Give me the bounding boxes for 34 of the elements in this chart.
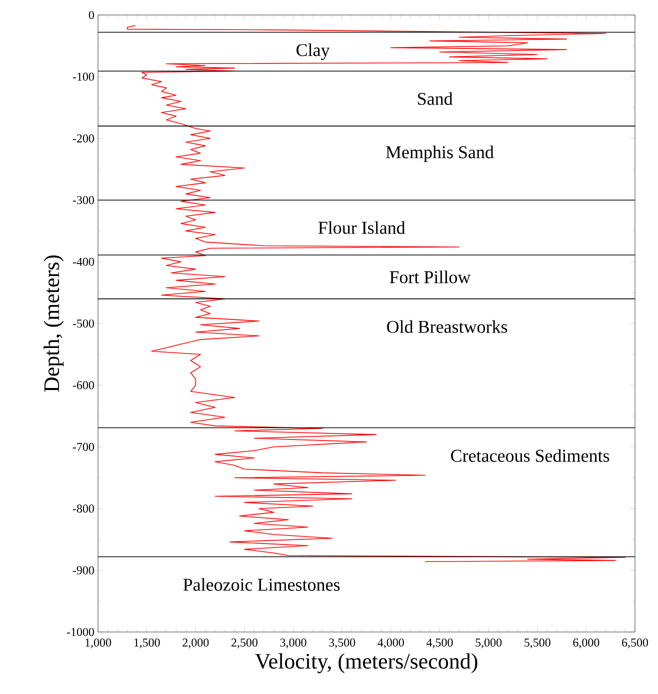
x-tick-label: 3,000: [280, 638, 306, 648]
x-tick-label: 4,500: [426, 638, 453, 648]
x-tick-label: 2,500: [231, 638, 258, 648]
y-tick-label: -900: [72, 566, 94, 574]
ref-line-label: Flour Island: [318, 221, 406, 234]
y-tick-label: -500: [72, 319, 94, 328]
ref-line-label: Cretaceous Sediments: [451, 449, 610, 462]
x-tick-label: 5,500: [524, 638, 550, 648]
x-tick-label: 4,000: [378, 638, 404, 648]
x-tick-label: 3,500: [329, 638, 356, 648]
y-tick-label: -400: [72, 258, 94, 266]
x-tick-label: 6,000: [573, 638, 600, 648]
ref-line-label: Fort Pillow: [390, 270, 471, 284]
ref-line-label: Old Breastworks: [387, 320, 508, 333]
y-tick-label: -300: [72, 196, 94, 204]
x-tick-label: 2,000: [182, 638, 209, 648]
y-tick-label: -600: [72, 381, 94, 390]
y-tick-label: -100: [72, 72, 94, 81]
x-tick-label: 1,500: [134, 638, 160, 648]
line-series: [126, 25, 626, 562]
x-tick-label: 5,000: [476, 638, 502, 648]
y-tick-label: 0: [88, 10, 94, 20]
ref-line-label: Memphis Sand: [386, 146, 494, 162]
x-axis-title: Velocity, (meters/second): [255, 653, 478, 674]
y-tick-label: -700: [72, 442, 94, 451]
y-axis-title: Depth, (meters): [44, 255, 64, 392]
y-tick-label: -1000: [66, 628, 94, 636]
ref-line-label: Clay: [296, 44, 330, 60]
x-tick-label: 6,500: [622, 638, 648, 648]
ref-line-label: Paleozoic Limestones: [183, 578, 340, 591]
ref-line-label: Sand: [418, 92, 453, 105]
y-tick-label: -800: [72, 504, 94, 513]
y-tick-label: -200: [72, 134, 94, 142]
x-tick-label: 1,000: [86, 638, 112, 648]
